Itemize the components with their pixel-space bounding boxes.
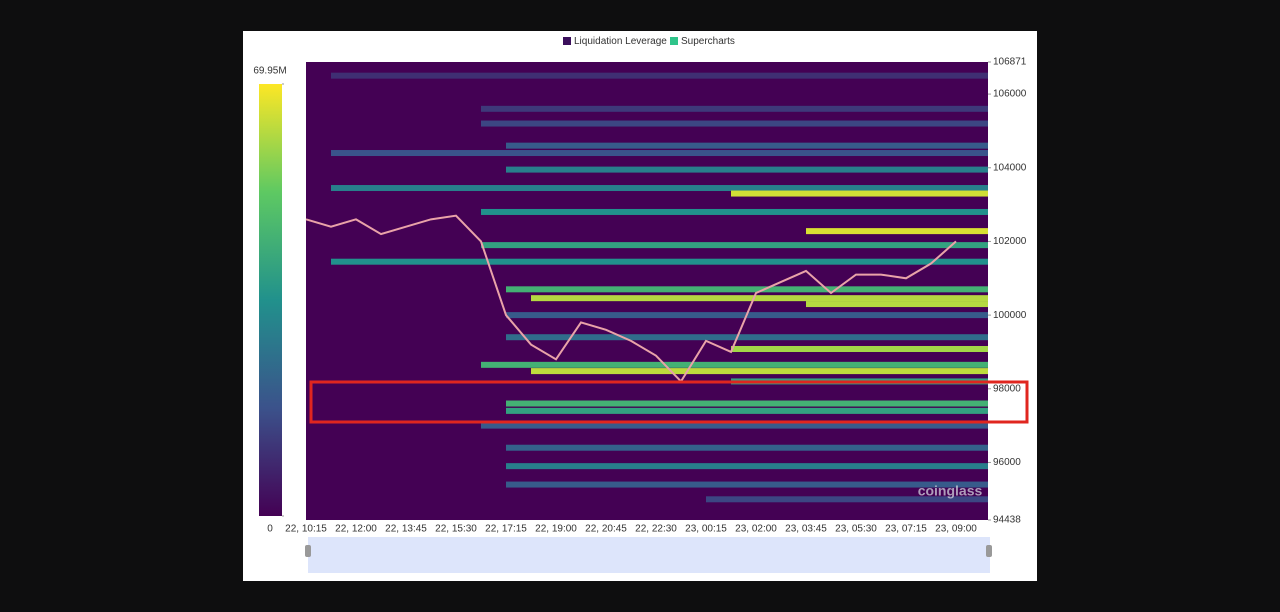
heat-band [806,301,988,308]
x-tick-label: 22, 20:45 [585,524,627,535]
heat-band [506,166,988,173]
heat-band [506,407,988,414]
y-tick-label: 98000 [993,383,1021,394]
heat-band [331,185,988,192]
heat-band [506,400,988,407]
heat-band [531,295,988,302]
heat-band [331,72,988,79]
x-tick-label: 23, 09:00 [935,524,977,535]
heat-band [481,242,988,249]
x-tick-label: 23, 07:15 [885,524,927,535]
x-tick-label: 22, 12:00 [335,524,377,535]
heat-band [506,481,988,488]
navigator-handle[interactable] [986,545,992,557]
heat-band [506,334,988,341]
heat-band [506,463,988,470]
y-tick-label: 106871 [993,57,1027,68]
heat-band [331,150,988,157]
colorbar [259,84,282,516]
colorbar-label: 69.95M [253,66,286,77]
legend-swatch [563,37,571,45]
x-tick-label: 23, 05:30 [835,524,877,535]
y-tick-label: 96000 [993,457,1021,468]
y-tick-label: 106000 [993,89,1027,100]
heat-band [481,208,988,215]
navigator-handle[interactable] [305,545,311,557]
y-tick-label: 100000 [993,310,1027,321]
heat-band [731,346,988,353]
x-tick-label: 22, 10:15 [285,524,327,535]
x-tick-label: 23, 00:15 [685,524,727,535]
legend-label: Supercharts [681,36,735,47]
heat-band [506,142,988,149]
heat-band [506,286,988,293]
x-tick-label: 22, 22:30 [635,524,677,535]
heat-band [481,422,988,429]
highlight-box [309,380,1029,424]
price-line [305,214,957,384]
heat-band [706,496,988,503]
legend-label: Liquidation Leverage [574,36,667,47]
heat-band [481,361,988,368]
x-tick-label: 22, 13:45 [385,524,427,535]
heat-band [531,368,988,375]
heat-band [731,190,988,197]
heat-band [506,444,988,451]
watermark: coinglass [918,483,983,499]
overlay [305,214,957,384]
x-tick-label: 23, 02:00 [735,524,777,535]
navigator[interactable] [308,537,990,573]
heat-band [806,228,988,235]
x-tick-label: 22, 15:30 [435,524,477,535]
x-tick-label: 23, 03:45 [785,524,827,535]
heat-band [481,105,988,112]
heat-band [331,258,988,265]
x-tick-label: 22, 19:00 [535,524,577,535]
x-tick-label: 22, 17:15 [485,524,527,535]
colorbar-label: 0 [267,524,273,535]
legend-swatch [670,37,678,45]
y-tick-label: 102000 [993,236,1027,247]
y-tick-label: 94438 [993,515,1021,526]
y-tick-label: 104000 [993,162,1027,173]
heat-band [481,120,988,127]
